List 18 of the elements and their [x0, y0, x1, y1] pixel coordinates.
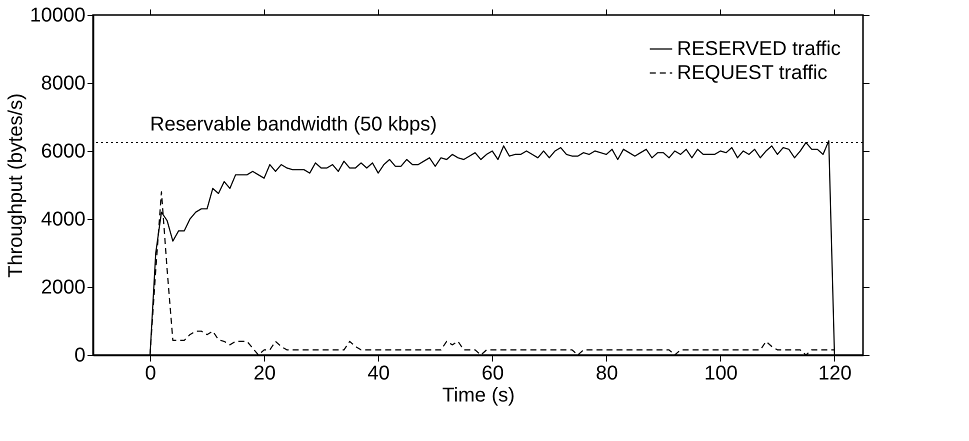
- x-tick-label: 100: [704, 362, 738, 384]
- y-tick-label: 2000: [41, 276, 86, 298]
- x-tick-label: 120: [818, 362, 852, 384]
- ref-line-label: Reservable bandwidth (50 kbps): [150, 114, 437, 136]
- x-axis-title: Time (s): [442, 384, 515, 406]
- x-tick-label: 20: [253, 362, 276, 384]
- x-tick-label: 0: [144, 362, 156, 384]
- x-tick-label: 60: [482, 362, 504, 384]
- y-tick-label: 6000: [41, 140, 86, 162]
- x-tick-label: 80: [596, 362, 618, 384]
- legend-label: REQUEST traffic: [677, 62, 828, 84]
- y-tick-label: 0: [74, 344, 86, 366]
- y-tick-label: 4000: [41, 208, 86, 230]
- x-tick-label: 40: [368, 362, 390, 384]
- y-tick-label: 8000: [41, 72, 86, 94]
- y-axis-title: Throughput (bytes/s): [4, 93, 27, 278]
- legend-label: RESERVED traffic: [677, 38, 841, 60]
- y-tick-label: 10000: [30, 4, 86, 26]
